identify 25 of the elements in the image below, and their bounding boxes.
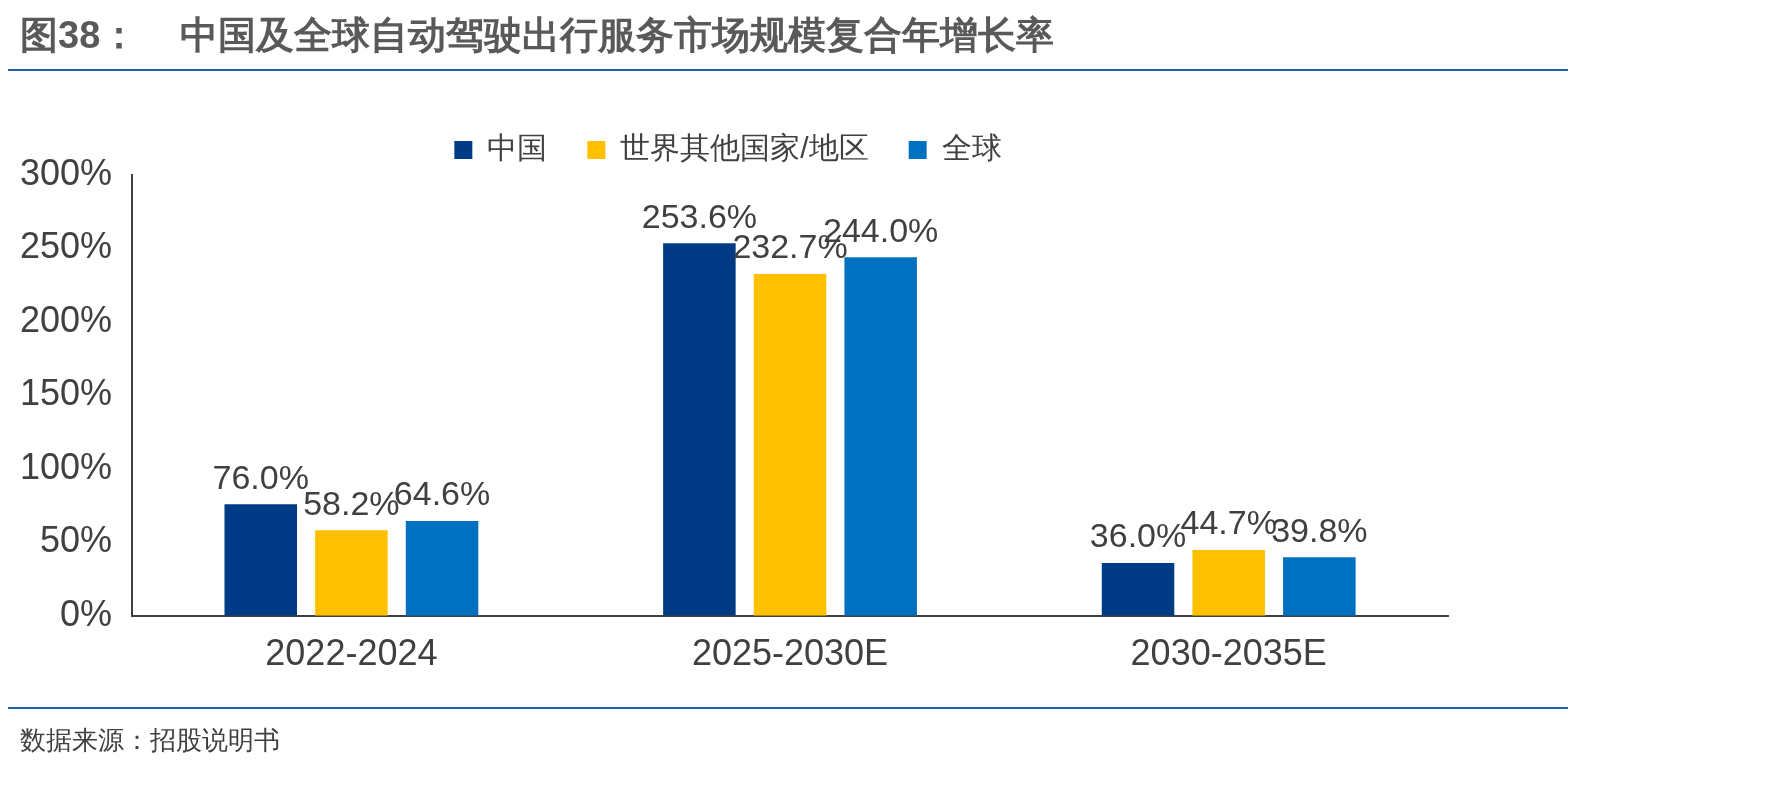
bar [1283,557,1356,616]
bar [844,257,917,616]
y-tick-label: 0% [60,592,113,634]
data-label: 253.6% [641,196,758,235]
x-tick-label: 2025-2030E [691,632,889,674]
y-tick-label: 50% [40,519,113,561]
y-tick-label: 200% [20,298,113,340]
chart-title: 图38： 中国及全球自动驾驶出行服务市场规模复合年增长率 [8,8,1568,71]
x-tick-label: 2030-2035E [1130,632,1327,674]
bar [405,520,479,616]
legend-label: 世界其他国家/地区 [620,131,869,165]
legend-label: 中国 [487,131,548,165]
y-tick-label: 100% [20,445,113,487]
bar [315,530,388,616]
bar [753,273,827,616]
y-tick-label: 150% [20,372,113,414]
bar [1192,550,1265,616]
legend-label: 全球 [941,131,1002,165]
bar [663,243,736,616]
source-note: 数据来源：招股说明书 [20,724,281,757]
y-tick-label: 250% [20,225,113,267]
bar [1101,562,1175,616]
bar [224,504,297,616]
x-tick-label: 2022-2024 [265,632,438,674]
y-tick-label: 300% [20,151,113,193]
